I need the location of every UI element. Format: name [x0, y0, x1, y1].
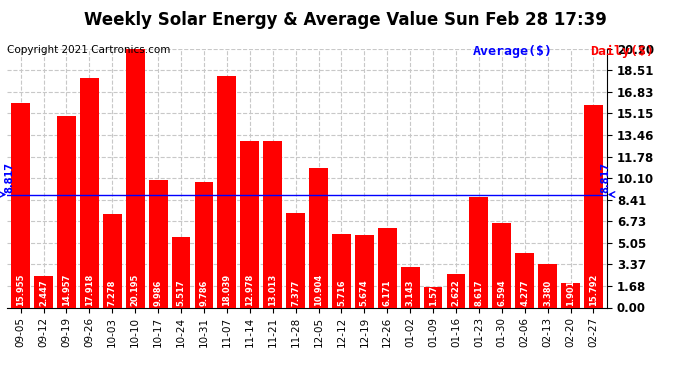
Text: 9.986: 9.986: [154, 280, 163, 306]
Bar: [80, 78, 99, 308]
Text: 5.716: 5.716: [337, 280, 346, 306]
Bar: [11, 103, 30, 308]
Text: 3.143: 3.143: [406, 280, 415, 306]
Text: Copyright 2021 Cartronics.com: Copyright 2021 Cartronics.com: [7, 45, 170, 55]
Text: 9.786: 9.786: [199, 280, 208, 306]
Bar: [515, 253, 534, 308]
Text: 8.817: 8.817: [4, 162, 14, 193]
Text: Weekly Solar Energy & Average Value Sun Feb 28 17:39: Weekly Solar Energy & Average Value Sun …: [83, 11, 607, 29]
Bar: [469, 197, 489, 308]
Bar: [195, 182, 213, 308]
Text: 10.904: 10.904: [314, 274, 323, 306]
Text: 12.978: 12.978: [245, 274, 255, 306]
Text: 20.195: 20.195: [130, 274, 139, 306]
Bar: [149, 180, 168, 308]
Text: 8.817: 8.817: [600, 162, 610, 193]
Text: 14.957: 14.957: [62, 274, 71, 306]
Text: Daily($): Daily($): [590, 45, 654, 58]
Bar: [286, 213, 305, 308]
Text: 1.901: 1.901: [566, 280, 575, 306]
Text: 7.377: 7.377: [291, 280, 300, 306]
Text: 15.792: 15.792: [589, 274, 598, 306]
Text: Average($): Average($): [473, 45, 553, 58]
Bar: [378, 228, 397, 308]
Bar: [172, 237, 190, 308]
Text: 8.617: 8.617: [475, 280, 484, 306]
Text: 2.622: 2.622: [451, 279, 460, 306]
Bar: [538, 264, 557, 308]
Bar: [309, 168, 328, 308]
Bar: [57, 116, 76, 308]
Text: 6.594: 6.594: [497, 280, 506, 306]
Text: 17.918: 17.918: [85, 274, 94, 306]
Text: 3.380: 3.380: [543, 280, 552, 306]
Bar: [103, 214, 121, 308]
Bar: [446, 274, 465, 308]
Text: 1.579: 1.579: [428, 280, 437, 306]
Bar: [126, 49, 145, 308]
Text: 7.278: 7.278: [108, 280, 117, 306]
Bar: [584, 105, 603, 308]
Bar: [401, 267, 420, 308]
Text: 4.277: 4.277: [520, 280, 529, 306]
Bar: [424, 287, 442, 308]
Bar: [240, 141, 259, 308]
Text: 5.517: 5.517: [177, 280, 186, 306]
Bar: [355, 235, 374, 308]
Text: 2.447: 2.447: [39, 280, 48, 306]
Bar: [332, 234, 351, 308]
Text: 15.955: 15.955: [16, 274, 25, 306]
Text: 6.171: 6.171: [383, 280, 392, 306]
Bar: [34, 276, 53, 308]
Bar: [264, 141, 282, 308]
Text: 13.013: 13.013: [268, 274, 277, 306]
Text: 5.674: 5.674: [359, 280, 369, 306]
Bar: [493, 223, 511, 308]
Text: 18.039: 18.039: [222, 274, 231, 306]
Bar: [561, 283, 580, 308]
Bar: [217, 76, 236, 308]
